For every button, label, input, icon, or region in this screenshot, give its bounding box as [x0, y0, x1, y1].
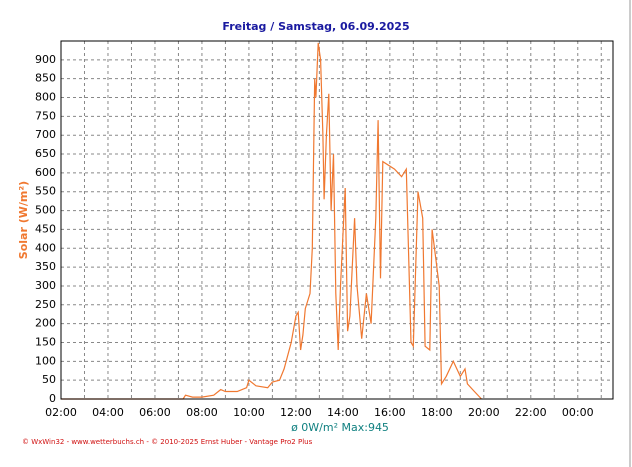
y-tick-label: 650	[35, 147, 56, 160]
x-tick-label: 10:00	[233, 406, 265, 419]
y-tick-label: 550	[35, 185, 56, 198]
x-tick-label: 12:00	[280, 406, 312, 419]
y-tick-label: 300	[35, 279, 56, 292]
y-tick-label: 700	[35, 128, 56, 141]
y-tick-label: 200	[35, 317, 56, 330]
y-tick-label: 400	[35, 241, 56, 254]
y-tick-label: 850	[35, 72, 56, 85]
y-tick-label: 800	[35, 91, 56, 104]
y-tick-label: 150	[35, 335, 56, 348]
chart-title: Freitag / Samstag, 06.09.2025	[222, 20, 409, 33]
plot-border	[60, 40, 614, 400]
x-tick-label: 22:00	[515, 406, 547, 419]
y-tick-label: 900	[35, 53, 56, 66]
y-tick-label: 100	[35, 354, 56, 367]
series-line	[61, 42, 482, 400]
y-tick-label: 500	[35, 204, 56, 217]
y-tick-label: 450	[35, 222, 56, 235]
y-tick-label: 600	[35, 166, 56, 179]
y-tick-label: 350	[35, 260, 56, 273]
x-tick-label: 16:00	[374, 406, 406, 419]
plot-area	[61, 41, 613, 399]
y-tick-label: 250	[35, 298, 56, 311]
x-tick-label: 14:00	[327, 406, 359, 419]
x-tick-label: 08:00	[186, 406, 218, 419]
x-tick-label: 02:00	[45, 406, 77, 419]
y-axis-label: Solar (W/m²)	[17, 181, 30, 259]
y-tick-label: 50	[42, 373, 56, 386]
x-tick-label: 04:00	[92, 406, 124, 419]
y-tick-label: 750	[35, 109, 56, 122]
x-tick-label: 06:00	[139, 406, 171, 419]
y-tick-label: 0	[49, 392, 56, 405]
x-tick-label: 00:00	[562, 406, 594, 419]
footer: © WxWin32 - www.wetterbuchs.ch - © 2010-…	[22, 438, 313, 446]
x-tick-label: 20:00	[468, 406, 500, 419]
summary: ø 0W/m² Max:945	[291, 421, 389, 434]
x-tick-label: 18:00	[421, 406, 453, 419]
